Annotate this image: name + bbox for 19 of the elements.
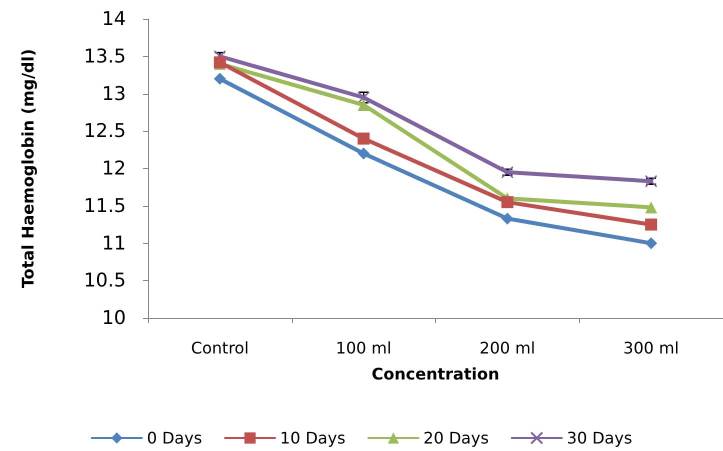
y-tick-label: 12 <box>102 158 126 180</box>
legend-label: 10 Days <box>280 428 346 448</box>
y-tick-label: 10 <box>102 307 126 329</box>
x-axis-title: Concentration <box>372 364 500 384</box>
y-axis-title: Total Haemoglobin (mg/dl) <box>18 48 38 288</box>
y-tick-label: 10.5 <box>84 270 126 292</box>
x-tick-label: Control <box>190 338 249 358</box>
y-tick-label: 12.5 <box>84 120 126 142</box>
y-tick-label: 13 <box>102 82 126 105</box>
legend-label: 0 Days <box>146 428 202 448</box>
x-tick-label: 300 ml <box>623 338 679 358</box>
y-tick-label: 13.5 <box>84 45 126 68</box>
x-tick-label: 200 ml <box>480 338 536 358</box>
x-tick-label: 100 ml <box>336 338 392 358</box>
legend-label: 30 Days <box>566 428 632 448</box>
y-tick-label: 11.5 <box>84 194 126 217</box>
y-tick-label: 14 <box>102 8 126 30</box>
legend-label: 20 Days <box>423 428 489 448</box>
y-tick-label: 11 <box>102 232 126 254</box>
